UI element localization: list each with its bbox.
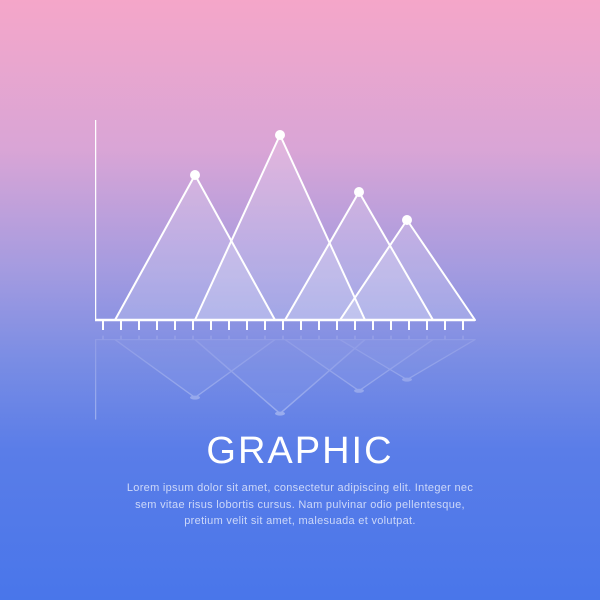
- triangle-chart: [95, 120, 485, 340]
- apex-marker-3: [402, 215, 412, 225]
- apex-marker-3: [402, 378, 412, 382]
- apex-marker-0: [190, 170, 200, 180]
- apex-marker-1: [275, 130, 285, 140]
- chart-svg: [95, 120, 485, 440]
- chart-reflection: [95, 336, 475, 420]
- chart-main: [95, 120, 475, 330]
- title: GRAPHIC: [0, 430, 600, 473]
- apex-marker-2: [354, 187, 364, 197]
- apex-marker-0: [190, 396, 200, 400]
- apex-marker-2: [354, 389, 364, 393]
- apex-marker-1: [275, 412, 285, 416]
- infographic-canvas: GRAPHIC Lorem ipsum dolor sit amet, cons…: [0, 0, 600, 600]
- body-text: Lorem ipsum dolor sit amet, consectetur …: [120, 480, 480, 530]
